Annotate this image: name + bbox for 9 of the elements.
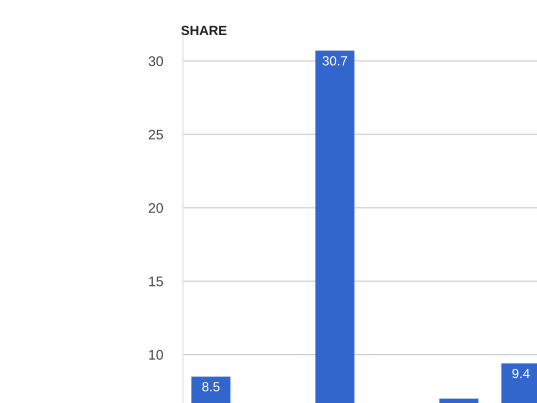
y-tick-label: 30	[148, 56, 164, 66]
data-label: 30.7	[322, 56, 348, 66]
data-label: 9.4	[512, 368, 530, 378]
y-tick-label: 25	[148, 130, 163, 140]
y-tick-label: 10	[149, 350, 164, 360]
data-label: 8.5	[202, 382, 220, 392]
y-tick-label: 15	[149, 276, 163, 286]
y-tick-label: 20	[148, 203, 164, 213]
y-axis-title: SHARE	[181, 26, 227, 36]
